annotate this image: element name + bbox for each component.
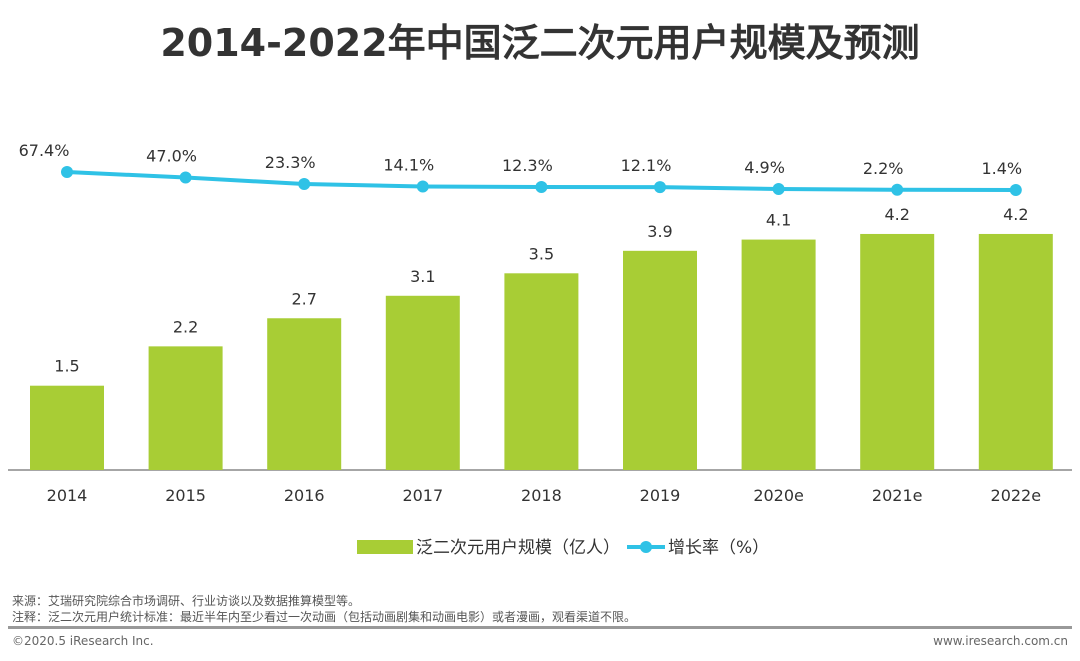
bar xyxy=(504,273,579,470)
footnote: 注释：泛二次元用户统计标准：最近半年内至少看过一次动画（包括动画剧集和动画电影）… xyxy=(12,610,637,624)
growth-label: 1.4% xyxy=(981,159,1022,178)
bar xyxy=(860,233,935,470)
legend-label-line: 增长率（%） xyxy=(668,538,769,558)
bar xyxy=(30,385,104,470)
growth-label: 14.1% xyxy=(383,156,434,175)
growth-label: 23.3% xyxy=(265,153,316,172)
bar xyxy=(148,346,223,470)
chart: 1.5 2014 2.2 2015 2.7 2016 3.1 2017 3.5 2018 3.9 20… xyxy=(8,141,1072,558)
growth-label: 47.0% xyxy=(146,147,197,166)
x-tick-label: 2018 xyxy=(521,486,562,505)
growth-point xyxy=(1009,184,1022,196)
bar-label: 1.5 xyxy=(54,357,79,376)
growth-point xyxy=(535,181,548,194)
divider xyxy=(8,626,1072,629)
bar xyxy=(741,239,816,470)
source-note: 来源：艾瑞研究院综合市场调研、行业访谈以及数据推算模型等。 xyxy=(12,594,361,608)
growth-point xyxy=(772,183,785,196)
growth-label: 12.3% xyxy=(502,156,553,175)
legend-label-bar: 泛二次元用户规模（亿人） xyxy=(416,538,620,558)
growth-point xyxy=(298,178,311,191)
x-tick-label: 2015 xyxy=(165,486,206,505)
bar-label: 4.2 xyxy=(884,205,909,224)
bar xyxy=(978,233,1053,470)
bar xyxy=(623,250,697,470)
bar xyxy=(385,295,460,470)
bar-label: 2.7 xyxy=(291,289,316,308)
bar-label: 2.2 xyxy=(173,317,198,336)
x-tick-label: 2014 xyxy=(47,486,88,505)
legend-marker-line xyxy=(640,541,652,553)
x-tick-label: 2020e xyxy=(753,486,804,505)
x-tick-label: 2019 xyxy=(640,486,681,505)
bar-label: 3.1 xyxy=(410,267,435,286)
chart-title: 2014-2022年中国泛二次元用户规模及预测 xyxy=(160,21,920,65)
growth-label: 12.1% xyxy=(621,156,672,175)
x-tick-label: 2022e xyxy=(991,486,1042,505)
legend-swatch-bar xyxy=(357,540,413,554)
growth-label: 67.4% xyxy=(19,141,70,160)
bar xyxy=(267,318,342,470)
x-tick-label: 2021e xyxy=(872,486,923,505)
growth-point xyxy=(416,180,429,193)
bar-label: 3.5 xyxy=(529,244,554,263)
growth-point xyxy=(891,183,904,196)
growth-point xyxy=(61,165,73,178)
growth-point xyxy=(179,171,192,184)
bar-label: 3.9 xyxy=(647,222,672,241)
growth-point xyxy=(654,181,666,194)
bar-label: 4.1 xyxy=(766,211,791,230)
bar-label: 4.2 xyxy=(1003,205,1028,224)
copyright: ©2020.5 iResearch Inc. xyxy=(12,634,154,648)
x-tick-label: 2017 xyxy=(402,486,443,505)
x-tick-label: 2016 xyxy=(284,486,325,505)
growth-label: 4.9% xyxy=(744,158,785,177)
growth-label: 2.2% xyxy=(863,159,904,178)
website: www.iresearch.com.cn xyxy=(933,634,1068,648)
